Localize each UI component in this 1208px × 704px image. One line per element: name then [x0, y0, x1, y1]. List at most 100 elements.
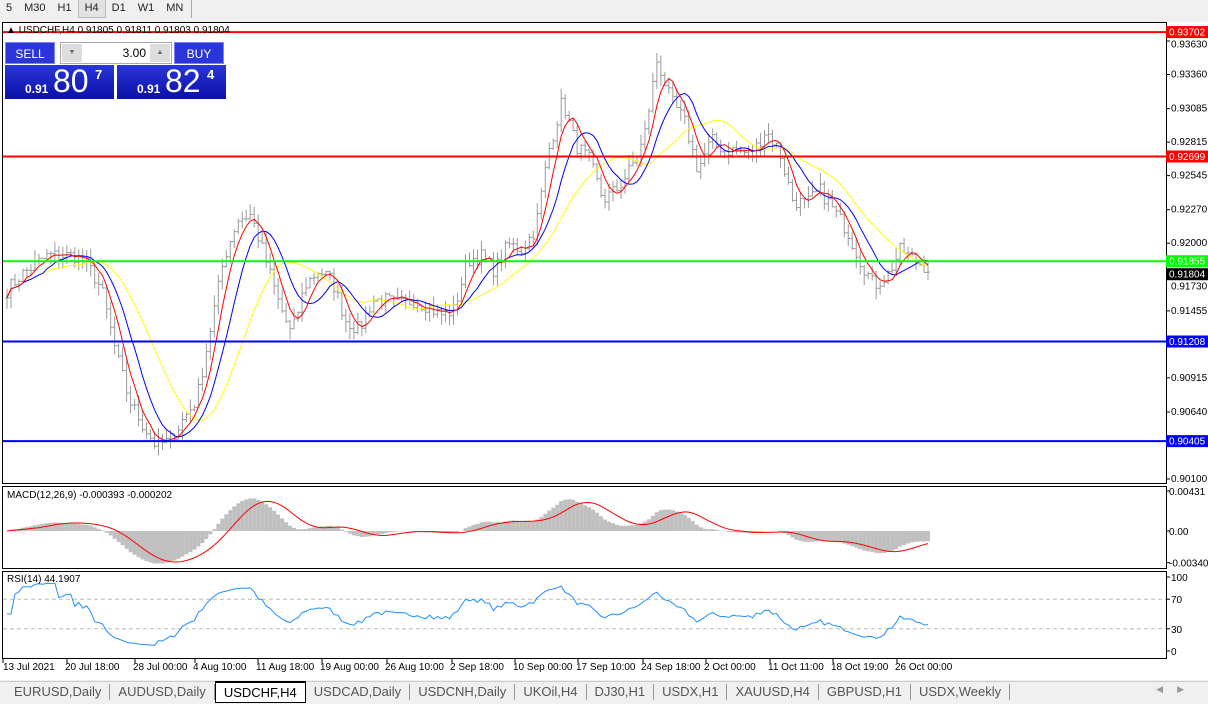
- macd-bar: [611, 523, 616, 531]
- macd-bar: [531, 520, 536, 531]
- buy-button[interactable]: BUY: [174, 42, 224, 64]
- chart-tab[interactable]: UKOil,H4: [515, 684, 587, 700]
- macd-bar: [814, 531, 819, 542]
- macd-bar: [136, 531, 141, 558]
- timeframe-M30[interactable]: M30: [24, 2, 46, 14]
- macd-bar: [128, 531, 133, 553]
- macd-bar: [68, 522, 73, 531]
- macd-bar: [626, 525, 631, 531]
- macd-bar: [910, 531, 915, 543]
- macd-bar: [730, 531, 735, 533]
- macd-bar: [252, 498, 257, 531]
- macd-bar: [571, 499, 576, 531]
- macd-bar: [387, 531, 392, 533]
- macd-bar: [288, 525, 293, 531]
- macd-bar: [308, 528, 313, 531]
- macd-bar: [168, 531, 173, 562]
- price-axis-label: 0.92815: [1171, 137, 1208, 148]
- timeframe-MN[interactable]: MN: [166, 2, 184, 14]
- macd-bar: [355, 531, 360, 537]
- macd-bar: [503, 521, 508, 531]
- chart-tab[interactable]: USDX,Weekly: [911, 684, 1011, 700]
- macd-bar: [315, 526, 320, 531]
- price-axis-label: 0.92000: [1171, 238, 1208, 249]
- macd-bar: [304, 528, 309, 531]
- macd-bar: [116, 531, 121, 542]
- macd-bar: [591, 509, 596, 531]
- chart-tab[interactable]: AUDUSD,Daily: [110, 684, 215, 700]
- time-axis-label: 20 Jul 18:00: [65, 662, 120, 673]
- macd-bar: [471, 524, 476, 531]
- chart-tab[interactable]: XAUUSD,H4: [727, 684, 819, 700]
- macd-bar: [794, 531, 799, 540]
- macd-bar: [658, 510, 663, 531]
- time-axis-label: 13 Jul 2021: [3, 662, 55, 673]
- macd-bar: [551, 507, 556, 531]
- macd-bar: [898, 531, 903, 547]
- macd-bar: [646, 519, 651, 531]
- rsi-pane-frame: [2, 571, 1167, 659]
- decrease-lot-button[interactable]: ▼: [62, 44, 82, 62]
- macd-bar: [208, 531, 213, 535]
- main-pane-frame: [2, 22, 1167, 484]
- lot-size-input[interactable]: [83, 44, 149, 62]
- chart-tab[interactable]: DJ30,H1: [587, 684, 655, 700]
- macd-bar: [662, 509, 667, 531]
- macd-bar: [335, 527, 340, 531]
- chart-tab[interactable]: USDCHF,H4: [214, 681, 306, 703]
- macd-bar: [515, 520, 520, 531]
- timeframe-5[interactable]: 5: [6, 2, 13, 14]
- chart-tab[interactable]: EURUSD,Daily: [0, 684, 111, 700]
- macd-bar: [583, 505, 588, 531]
- macd-bar: [200, 531, 205, 544]
- chart-tab[interactable]: USDCNH,Daily: [410, 684, 516, 700]
- macd-bar: [300, 529, 305, 531]
- sell-button[interactable]: SELL: [5, 42, 55, 64]
- increase-lot-button[interactable]: ▲: [150, 44, 170, 62]
- timeframe-D1[interactable]: D1: [111, 2, 126, 14]
- macd-bar: [359, 531, 364, 537]
- timeframe-H1[interactable]: H1: [57, 2, 72, 14]
- buy-price[interactable]: 0.91 82 4: [117, 63, 226, 99]
- timeframe-W1[interactable]: W1: [137, 2, 155, 14]
- tab-scroll-arrows[interactable]: ◀▶: [1156, 684, 1198, 694]
- macd-bar: [838, 531, 843, 543]
- macd-bar: [810, 531, 815, 542]
- price-axis-label: 0.91730: [1171, 282, 1208, 293]
- price-axis-label: 0.90640: [1171, 407, 1208, 418]
- time-axis-label: 2 Sep 18:00: [450, 662, 504, 673]
- macd-bar: [339, 529, 344, 531]
- chart-tab[interactable]: USDX,H1: [654, 684, 728, 700]
- macd-bar: [846, 531, 851, 545]
- macd-bar: [878, 531, 883, 554]
- macd-bar: [818, 531, 823, 541]
- macd-bar: [890, 531, 895, 551]
- timeframe-H4[interactable]: H4: [77, 0, 106, 18]
- sell-price[interactable]: 0.91 80 7: [5, 63, 114, 99]
- time-axis-label: 4 Aug 10:00: [193, 662, 247, 673]
- macd-bar: [451, 531, 456, 533]
- chart-tab[interactable]: USDCAD,Daily: [306, 684, 411, 700]
- macd-bar: [507, 520, 512, 531]
- macd-bar: [726, 531, 731, 533]
- collapse-triangle-icon[interactable]: ▲: [6, 25, 19, 36]
- macd-bar: [216, 523, 221, 531]
- chart-window[interactable]: 0.93702 0.93630 0.93360 0.93085 0.92815 0.926…: [0, 22, 1208, 680]
- macd-bar: [666, 509, 671, 531]
- macd-bar: [926, 531, 930, 542]
- macd-bar: [172, 531, 177, 561]
- macd-bar: [638, 523, 643, 531]
- macd-bar: [543, 513, 548, 531]
- macd-bar: [347, 531, 352, 534]
- chart-tab[interactable]: GBPUSD,H1: [819, 684, 911, 700]
- macd-bar: [563, 499, 568, 531]
- macd-bar: [914, 531, 919, 542]
- macd-bar: [383, 531, 388, 533]
- macd-bar: [104, 531, 109, 533]
- macd-bar: [882, 531, 887, 554]
- macd-bar: [475, 523, 480, 531]
- price-axis-label: 0.90100: [1171, 474, 1208, 485]
- macd-bar: [144, 531, 149, 562]
- macd-bar: [547, 510, 552, 531]
